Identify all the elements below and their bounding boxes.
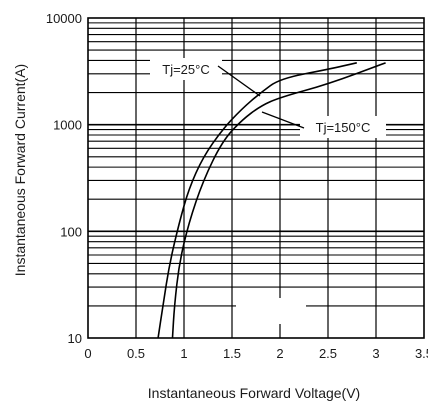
x-tick-label: 3 xyxy=(372,346,379,361)
x-tick-label: 2.5 xyxy=(319,346,337,361)
series-line-0 xyxy=(157,62,357,339)
x-tick-label: 1.5 xyxy=(223,346,241,361)
x-axis-label: Instantaneous Forward Voltage(V) xyxy=(148,385,360,401)
y-axis-label: Instantaneous Forward Current(A) xyxy=(12,64,28,276)
annotation-leader xyxy=(217,65,261,97)
x-tick-label: 2 xyxy=(276,346,283,361)
annotation-tj-25: Tj=25°C xyxy=(162,62,209,77)
y-tick-label: 10000 xyxy=(46,11,82,26)
x-tick-label: 1 xyxy=(180,346,187,361)
y-tick-label: 100 xyxy=(60,224,82,239)
x-tick-label: 3.5 xyxy=(415,346,428,361)
annotation-bg xyxy=(300,116,386,138)
annotations: Tj=25°C Tj=150°C xyxy=(150,58,386,138)
x-tick-label: 0.5 xyxy=(127,346,145,361)
tick-labels: 0 0.5 1 1.5 2 2.5 3 3.5 10 100 1000 10000 xyxy=(46,11,428,361)
y-tick-label: 1000 xyxy=(53,118,82,133)
series-line-1 xyxy=(171,62,386,339)
annotation-bg xyxy=(150,58,222,80)
annotation-tj-150: Tj=150°C xyxy=(316,120,371,135)
annotation-leader xyxy=(261,111,305,129)
x-tick-label: 0 xyxy=(84,346,91,361)
data-curves xyxy=(157,62,386,339)
blank-box xyxy=(236,298,306,324)
grid-lines xyxy=(87,17,425,339)
y-tick-label: 10 xyxy=(68,331,82,346)
plot-frame xyxy=(87,17,425,339)
